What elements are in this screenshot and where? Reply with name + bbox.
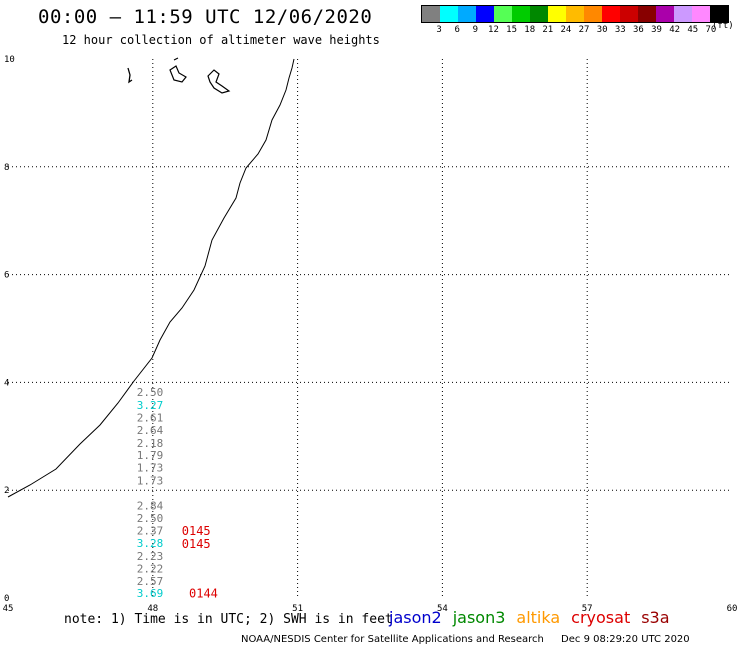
- legend-label: 9: [472, 25, 479, 35]
- legend-label: 39: [651, 25, 662, 35]
- legend-label: 33: [614, 25, 626, 35]
- legend-swatch-14: [674, 6, 692, 22]
- footer-credit: NOAA/NESDIS Center for Satellite Applica…: [241, 634, 544, 645]
- swh-value-label: 3.69: [137, 587, 164, 600]
- satellite-label-s3a: s3a: [641, 608, 670, 627]
- swh-value-label: 1.73: [137, 462, 164, 475]
- grid-lines: [8, 59, 732, 598]
- swh-value-label: 2.50: [137, 512, 164, 525]
- swh-value-label: 2.22: [137, 562, 164, 575]
- color-legend: 3 6 9 12 15 18 21 24 27 30 33 36 39 42 45 70: [421, 5, 729, 35]
- y-tick-label: 2: [4, 486, 9, 496]
- satellite-label-jason3: jason3: [452, 608, 506, 627]
- swh-value-label: 2.57: [137, 575, 164, 588]
- legend-swatch-15: [692, 6, 710, 22]
- swh-value-label: 2.18: [137, 437, 164, 450]
- legend-label: 18: [524, 25, 536, 35]
- legend-swatch-0: [422, 6, 440, 22]
- swh-value-label: 2.61: [137, 411, 164, 424]
- coastline: [7, 57, 295, 498]
- legend-swatch-11: [620, 6, 638, 22]
- satellite-label-cryosat: cryosat: [571, 608, 631, 627]
- satellite-label-jason2: jason2: [389, 608, 442, 627]
- footer-timestamp: Dec 9 08:29:20 UTC 2020: [561, 634, 690, 645]
- island-outline: [127, 67, 133, 84]
- x-tick-label: 45: [3, 604, 14, 614]
- footer: NOAA/NESDIS Center for Satellite Applica…: [241, 634, 690, 645]
- axis-tick-labels: 45 48 51 54 57 60 0 2 4 6 8 10: [3, 55, 738, 614]
- y-tick-label: 10: [4, 55, 15, 65]
- satellite-legend: jason2 jason3 altika cryosat s3a: [389, 608, 681, 627]
- legend-swatch-9: [584, 6, 602, 22]
- island-outline: [207, 69, 231, 94]
- legend-swatch-4: [494, 6, 512, 22]
- y-tick-label: 6: [4, 271, 9, 281]
- legend-label: 27: [578, 25, 590, 35]
- chart-subtitle: 12 hour collection of altimeter wave hei…: [62, 33, 380, 47]
- swh-value-label: 2.37: [137, 525, 164, 538]
- swh-value-label: 3.27: [137, 399, 164, 412]
- legend-label: 30: [596, 25, 608, 35]
- swh-value-label: 2.23: [137, 550, 164, 563]
- legend-swatch-8: [566, 6, 584, 22]
- legend-swatch-7: [548, 6, 566, 22]
- x-tick-label: 57: [582, 604, 593, 614]
- legend-swatch-2: [458, 6, 476, 22]
- y-tick-label: 8: [4, 163, 9, 173]
- legend-label: 24: [560, 25, 572, 35]
- legend-swatch-3: [476, 6, 494, 22]
- x-tick-label: 60: [727, 604, 738, 614]
- legend-label: 12: [488, 25, 499, 35]
- legend-swatch-10: [602, 6, 620, 22]
- legend-swatch-5: [512, 6, 530, 22]
- legend-label: 21: [542, 25, 554, 35]
- swh-value-label: 1.73: [137, 474, 164, 487]
- legend-unit: (ft): [712, 21, 734, 31]
- legend-label: 42: [669, 25, 681, 35]
- legend-swatches: [421, 5, 729, 23]
- coastline-path: [7, 58, 295, 498]
- swh-values: 2.503.272.612.642.181.791.731.732.842.50…: [137, 386, 164, 600]
- legend-label: 6: [454, 25, 460, 35]
- legend-label: 45: [687, 25, 699, 35]
- note-text: note: 1) Time is in UTC; 2) SWH is in fe…: [64, 612, 393, 627]
- time-label: 0144: [189, 587, 218, 601]
- time-label: 0145: [182, 537, 211, 551]
- satellite-label-altika: altika: [516, 608, 561, 627]
- y-tick-label: 0: [4, 594, 9, 604]
- legend-label: 70: [705, 25, 717, 35]
- chart-title: 00:00 – 11:59 UTC 12/06/2020: [38, 6, 373, 28]
- y-tick-label: 4: [4, 378, 9, 388]
- swh-value-label: 3.28: [137, 537, 164, 550]
- time-label: 0145: [182, 524, 211, 538]
- swh-value-label: 2.64: [137, 424, 164, 437]
- x-tick-label: 51: [292, 604, 303, 614]
- legend-swatch-1: [440, 6, 458, 22]
- island-outline: [169, 57, 187, 83]
- swh-value-label: 2.84: [137, 499, 164, 512]
- legend-label: 36: [632, 25, 644, 35]
- legend-swatch-16: [710, 6, 728, 22]
- legend-label: 3: [436, 25, 442, 35]
- x-tick-label: 54: [437, 604, 448, 614]
- swh-value-label: 2.50: [137, 386, 164, 399]
- legend-label: 15: [506, 25, 517, 35]
- legend-labels: 3 6 9 12 15 18 21 24 27 30 33 36 39 42 45 70: [421, 23, 729, 35]
- legend-swatch-6: [530, 6, 548, 22]
- swh-value-label: 1.79: [137, 449, 164, 462]
- x-tick-label: 48: [147, 604, 158, 614]
- legend-swatch-12: [638, 6, 656, 22]
- legend-swatch-13: [656, 6, 674, 22]
